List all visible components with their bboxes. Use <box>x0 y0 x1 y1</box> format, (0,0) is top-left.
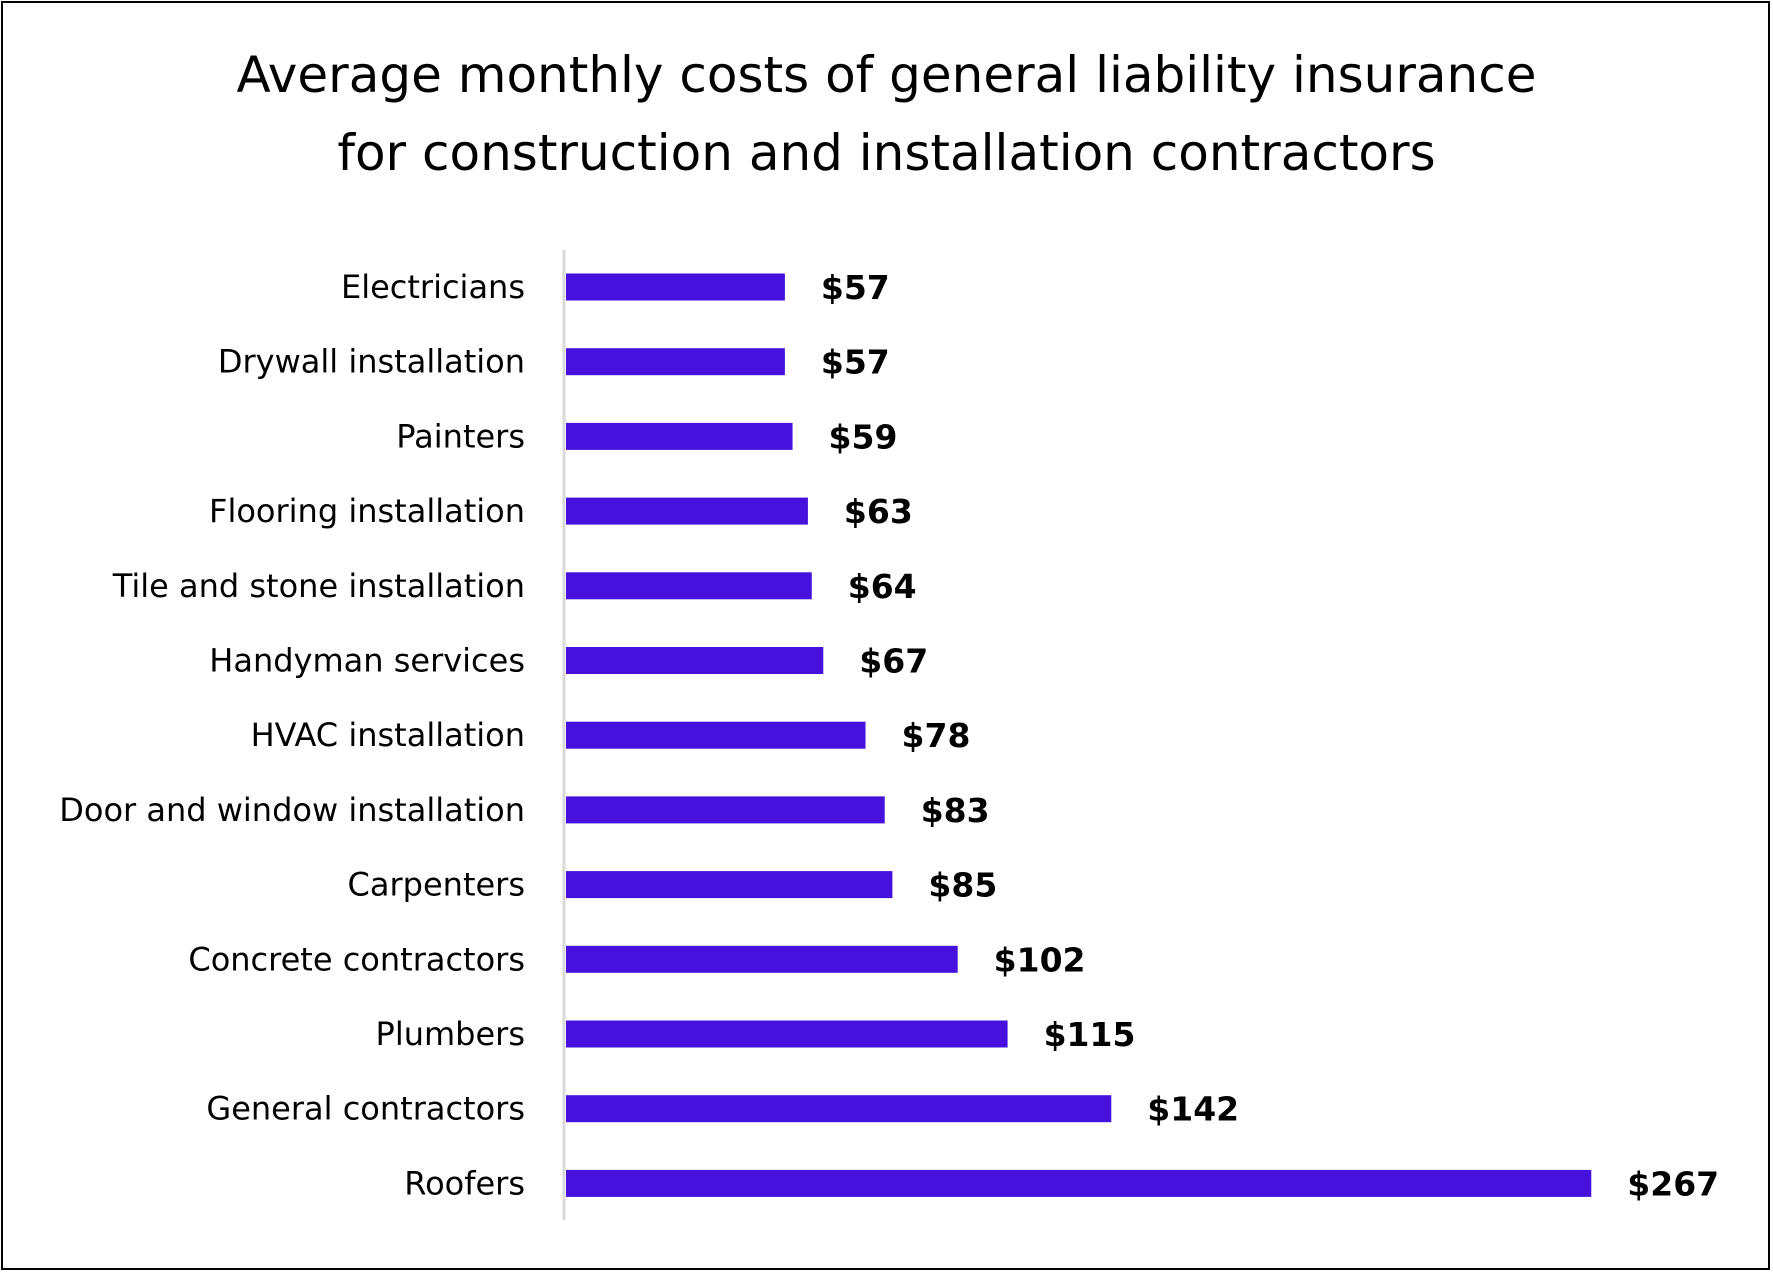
category-label: Door and window installation <box>59 791 525 829</box>
chart-title-line-2: for construction and installation contra… <box>337 124 1436 182</box>
data-label: $57 <box>821 268 890 307</box>
data-label: $78 <box>902 716 971 755</box>
bar-2 <box>566 422 793 450</box>
category-label: Flooring installation <box>209 492 525 530</box>
bar-7 <box>566 796 885 824</box>
category-label: Electricians <box>341 268 525 306</box>
bar-4 <box>566 572 812 600</box>
bar-11 <box>566 1095 1112 1123</box>
bar-0 <box>566 273 785 301</box>
data-label: $267 <box>1627 1164 1719 1203</box>
category-label: Roofers <box>404 1164 525 1202</box>
bar-9 <box>566 945 958 973</box>
bar-8 <box>566 871 893 899</box>
data-label: $67 <box>859 642 928 681</box>
data-label: $102 <box>994 940 1086 979</box>
bar-1 <box>566 348 785 376</box>
data-label: $63 <box>844 492 913 531</box>
data-label: $59 <box>829 417 898 456</box>
category-label: Painters <box>396 417 525 455</box>
category-label: Concrete contractors <box>188 940 525 978</box>
data-label: $85 <box>928 866 997 905</box>
category-label: Carpenters <box>348 866 525 904</box>
category-label: Handyman services <box>209 642 525 680</box>
bar-12 <box>566 1169 1592 1197</box>
category-label: Drywall installation <box>218 343 525 381</box>
category-label: Tile and stone installation <box>112 567 525 605</box>
data-label: $57 <box>821 343 890 382</box>
bar-3 <box>566 497 808 525</box>
data-label: $64 <box>848 567 917 606</box>
category-label: General contractors <box>206 1090 525 1128</box>
bar-6 <box>566 721 866 749</box>
data-label: $142 <box>1147 1090 1239 1129</box>
bar-5 <box>566 647 824 674</box>
category-label: Plumbers <box>376 1015 525 1053</box>
chart-title-line-1: Average monthly costs of general liabili… <box>236 46 1537 104</box>
data-label: $83 <box>921 791 990 830</box>
category-label: HVAC installation <box>251 716 525 754</box>
bar-10 <box>566 1020 1008 1048</box>
data-label: $115 <box>1044 1015 1136 1054</box>
